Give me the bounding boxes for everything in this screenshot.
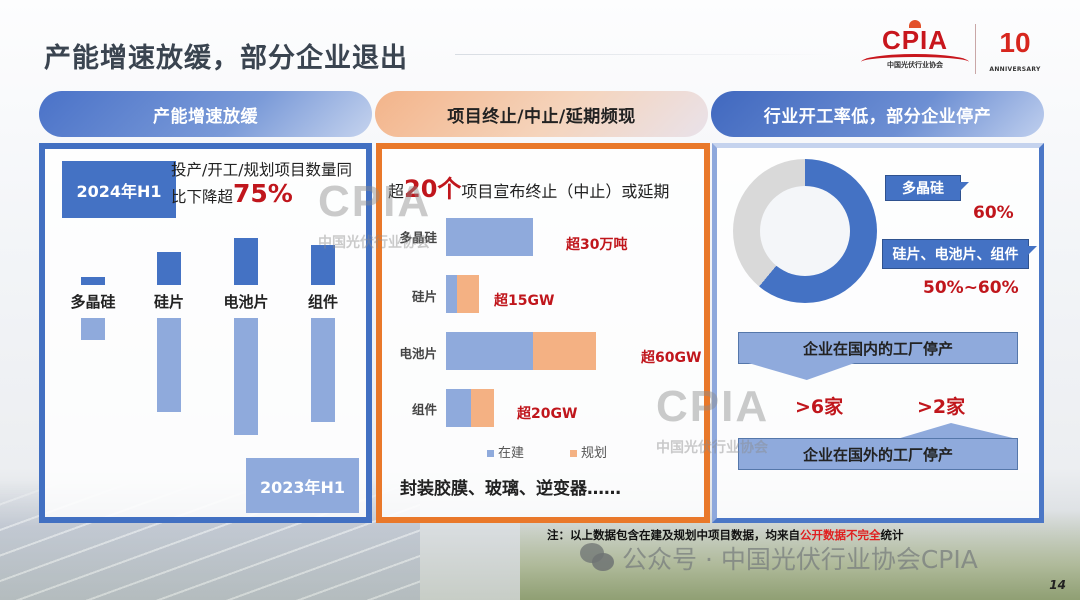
cpia-logo: CPIA 中国光伏行业协会 bbox=[855, 20, 975, 80]
bar-2024-wafer bbox=[157, 252, 181, 285]
bar-module-under-construction bbox=[446, 389, 471, 427]
pct-polysilicon: 60% bbox=[973, 203, 1014, 223]
value-polysilicon: 超30万吨 bbox=[566, 237, 628, 253]
bar-cell-under-construction bbox=[446, 332, 533, 370]
capacity-decline-text: 投产/开工/规划项目数量同 比下降超75% bbox=[171, 158, 352, 209]
bar-2023-wafer bbox=[157, 318, 181, 412]
overseas-shutdown-count: >2家 bbox=[917, 396, 966, 418]
anniversary-label: ANNIVERSARY bbox=[989, 66, 1041, 73]
logo-divider bbox=[975, 24, 976, 74]
chart-legend: 在建 规划 bbox=[487, 442, 607, 461]
page-title: 产能增速放缓，部分企业退出 bbox=[44, 43, 408, 74]
arrow-up-pointer bbox=[897, 423, 1017, 439]
value-wafer: 超15GW bbox=[494, 293, 555, 309]
wechat-watermark: 公众号 · 中国光伏行业协会CPIA bbox=[580, 540, 978, 576]
panel-utilization: 多晶硅 60% 硅片、电池片、组件 50%~60% 企业在国内的工厂停产 >6家… bbox=[712, 143, 1044, 523]
row-label-polysilicon: 多晶硅 bbox=[399, 230, 437, 245]
headline-suffix: 项目宣布终止（中止）或延期 bbox=[461, 182, 670, 201]
bar-2024-module bbox=[311, 245, 335, 285]
background-field bbox=[520, 510, 1080, 600]
legend-swatch-blue bbox=[487, 450, 494, 457]
footnote-highlight: 公开数据不完全 bbox=[800, 528, 881, 542]
decline-text-line1: 投产/开工/规划项目数量同 bbox=[171, 161, 352, 179]
bar-wafer-under-construction bbox=[446, 275, 457, 313]
bar-2023-cell bbox=[234, 318, 258, 435]
decline-text-line2: 比下降超 bbox=[171, 188, 234, 206]
bar-cell-planned bbox=[533, 332, 596, 370]
bar-2023-module bbox=[311, 318, 335, 422]
sun-icon bbox=[909, 20, 921, 28]
logo-arc bbox=[861, 54, 969, 70]
tag-2024-h1: 2024年H1 bbox=[62, 161, 176, 218]
data-source-note: 注：以上数据包含在建及规划中项目数据，均来自公开数据不完全统计 bbox=[547, 528, 904, 542]
row-label-wafer: 硅片 bbox=[411, 289, 437, 304]
row-label-cell: 电池片 bbox=[399, 346, 437, 361]
value-module: 超20GW bbox=[517, 406, 578, 422]
legend-under-construction: 在建 bbox=[487, 442, 524, 461]
category-wafer: 硅片 bbox=[153, 293, 184, 311]
panel-capacity-growth: 2024年H1 投产/开工/规划项目数量同 比下降超75% 多晶硅 硅片 电池片… bbox=[39, 143, 372, 523]
title-divider bbox=[455, 54, 835, 55]
bar-2024-cell bbox=[234, 238, 258, 285]
bar-polysilicon-under-construction bbox=[446, 218, 533, 256]
anniversary-mark: 10 bbox=[999, 27, 1031, 58]
page-number: 14 bbox=[1049, 578, 1066, 592]
section-header-capacity: 产能增速放缓 bbox=[39, 91, 372, 137]
value-cell: 超60GW bbox=[641, 350, 702, 366]
bar-wafer-planned bbox=[457, 275, 479, 313]
decline-highlight: 75% bbox=[233, 179, 293, 208]
termination-headline: 超20个项目宣布终止（中止）或延期 bbox=[388, 169, 669, 204]
category-cell: 电池片 bbox=[223, 293, 269, 311]
arrow-down-pointer bbox=[738, 360, 863, 380]
logo-brand: CPIA bbox=[881, 25, 949, 55]
domestic-shutdown-count: >6家 bbox=[795, 396, 844, 418]
wechat-icon bbox=[580, 543, 616, 573]
domestic-shutdown-banner: 企业在国内的工厂停产 bbox=[738, 332, 1018, 364]
overseas-shutdown-banner: 企业在国外的工厂停产 bbox=[738, 438, 1018, 470]
section-header-projects: 项目终止/中止/延期频现 bbox=[375, 91, 708, 137]
bar-2023-polysilicon bbox=[81, 318, 105, 340]
row-label-module: 组件 bbox=[411, 402, 437, 417]
bar-module-planned bbox=[471, 389, 494, 427]
bar-2024-polysilicon bbox=[81, 277, 105, 285]
legend-planned: 规划 bbox=[570, 442, 607, 461]
tag-2023-h1: 2023年H1 bbox=[246, 458, 359, 513]
category-polysilicon: 多晶硅 bbox=[70, 293, 116, 311]
headline-prefix: 超 bbox=[388, 182, 405, 201]
callout-wafer-cell-module: 硅片、电池片、组件 bbox=[882, 239, 1037, 269]
utilization-donut-chart bbox=[733, 159, 877, 303]
pct-wafer-cell-module: 50%~60% bbox=[923, 278, 1019, 298]
other-sectors-text: 封装胶膜、玻璃、逆变器…… bbox=[400, 479, 621, 499]
category-module: 组件 bbox=[307, 293, 338, 311]
headline-highlight: 20个 bbox=[404, 175, 462, 203]
anniversary-logo: 10 ANNIVERSARY bbox=[985, 27, 1045, 74]
legend-swatch-orange bbox=[570, 450, 578, 457]
callout-polysilicon: 多晶硅 bbox=[885, 175, 969, 201]
section-header-utilization: 行业开工率低，部分企业停产 bbox=[711, 91, 1044, 137]
panel-project-termination: 超20个项目宣布终止（中止）或延期 多晶硅 超30万吨 硅片 超15GW 电池片… bbox=[376, 143, 710, 523]
